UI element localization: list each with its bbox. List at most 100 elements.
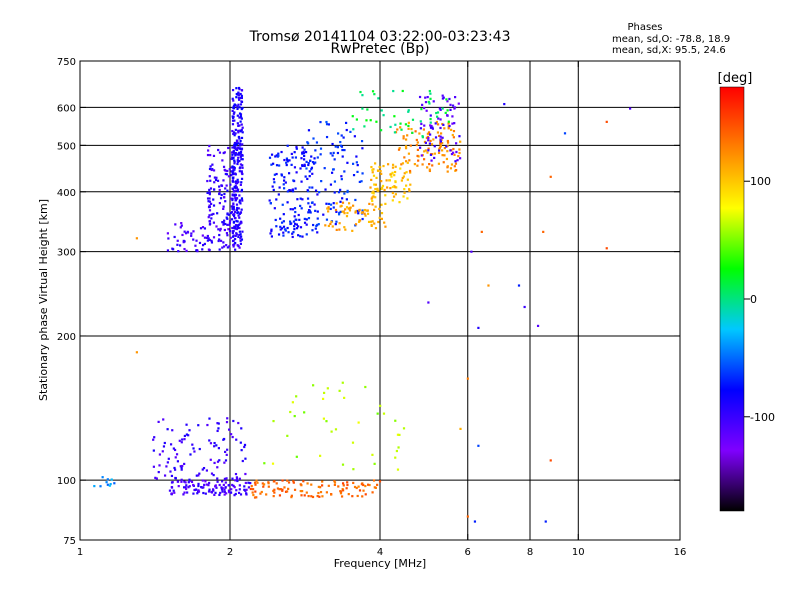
data-point <box>241 106 244 110</box>
data-point <box>453 106 457 109</box>
data-point <box>361 147 364 150</box>
data-point <box>237 207 240 210</box>
data-point <box>303 148 306 151</box>
data-point <box>329 222 332 226</box>
data-point <box>303 164 306 168</box>
data-point <box>296 198 299 201</box>
x-tick-labels: 1 2 4 6 8 10 16 <box>77 547 687 558</box>
axis-ticks <box>79 60 681 541</box>
data-point <box>326 207 329 210</box>
data-point <box>273 480 276 483</box>
data-point <box>393 115 396 118</box>
data-point <box>434 122 437 125</box>
data-point <box>308 186 311 189</box>
data-point <box>330 493 333 496</box>
data-point <box>396 468 400 471</box>
data-point <box>297 213 300 217</box>
data-point <box>312 384 315 387</box>
colorbar: [deg] 100 0 -100 <box>718 71 775 512</box>
data-point <box>358 209 361 212</box>
data-point <box>372 192 375 195</box>
data-point <box>229 183 232 186</box>
data-point <box>208 197 211 200</box>
data-point <box>152 465 155 468</box>
data-point <box>169 470 172 473</box>
data-point <box>477 326 480 330</box>
data-point <box>451 133 454 137</box>
data-point <box>370 178 373 182</box>
data-point <box>301 146 304 149</box>
data-point <box>183 491 186 494</box>
data-point <box>241 230 244 233</box>
y-tick-label: 75 <box>63 536 76 547</box>
data-point <box>337 213 341 216</box>
data-point <box>209 179 212 182</box>
data-point <box>231 187 234 190</box>
data-point <box>311 161 315 164</box>
data-point <box>292 179 295 182</box>
data-point <box>210 490 213 493</box>
data-point <box>240 449 243 452</box>
data-point <box>289 189 292 192</box>
data-point <box>224 459 228 462</box>
data-point <box>176 460 180 463</box>
data-point <box>451 122 454 125</box>
data-point <box>202 491 205 495</box>
data-point <box>192 492 195 495</box>
data-point <box>330 171 334 174</box>
data-point <box>449 167 453 170</box>
data-point <box>408 189 411 192</box>
data-point <box>177 485 180 488</box>
data-point <box>212 198 215 201</box>
data-point <box>294 222 297 225</box>
data-point <box>301 198 304 201</box>
data-point <box>215 176 218 179</box>
data-point <box>334 145 337 148</box>
data-point <box>446 144 449 147</box>
data-point <box>340 490 343 493</box>
data-point <box>300 157 303 160</box>
data-point <box>429 92 432 95</box>
data-point <box>380 187 383 191</box>
data-point <box>223 493 226 496</box>
data-point <box>278 164 281 167</box>
data-point <box>181 464 184 468</box>
data-point <box>218 483 221 487</box>
data-point <box>381 186 384 189</box>
data-point <box>310 201 314 204</box>
data-point <box>153 436 156 439</box>
data-point <box>280 150 283 154</box>
data-point <box>155 477 158 480</box>
data-point <box>316 231 319 234</box>
x-axis-label: Frequency [MHz] <box>334 557 426 570</box>
data-point <box>234 146 237 149</box>
data-point <box>225 232 229 235</box>
data-point <box>231 483 234 487</box>
data-point <box>235 96 238 99</box>
data-point <box>218 192 221 196</box>
data-point <box>218 151 222 154</box>
data-point <box>224 169 227 172</box>
data-point <box>447 122 450 125</box>
data-point <box>370 197 373 200</box>
data-point <box>208 481 211 485</box>
data-point <box>291 232 294 235</box>
data-point <box>302 480 305 483</box>
data-point <box>237 103 240 106</box>
data-point <box>185 433 189 436</box>
data-point <box>445 157 449 161</box>
data-point <box>239 152 242 155</box>
data-point <box>276 487 279 490</box>
data-point <box>436 123 440 126</box>
data-point <box>345 215 349 218</box>
data-point <box>230 157 233 161</box>
data-point <box>307 202 310 205</box>
data-point <box>446 170 449 173</box>
data-point <box>183 240 186 243</box>
data-point <box>344 228 347 231</box>
data-point <box>383 221 386 224</box>
data-point <box>184 486 187 489</box>
data-point <box>439 145 442 148</box>
data-point <box>400 179 404 182</box>
data-point <box>316 156 319 159</box>
